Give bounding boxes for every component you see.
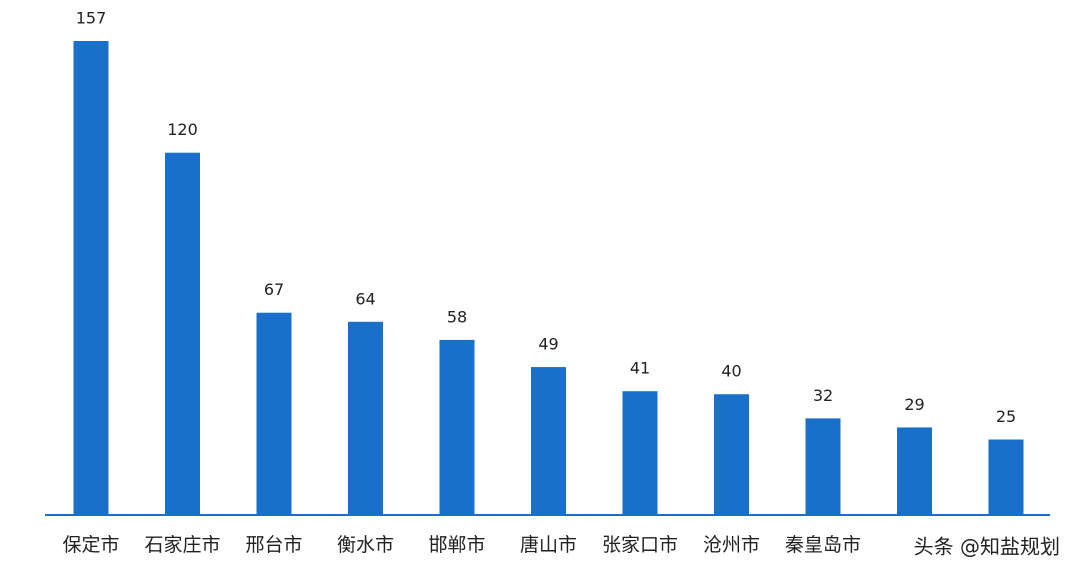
value-label: 41 xyxy=(630,359,650,378)
value-label: 67 xyxy=(264,280,284,299)
bar xyxy=(714,394,749,515)
x-tick-label: 张家口市 xyxy=(602,534,678,556)
bar xyxy=(165,152,200,515)
bar xyxy=(73,41,109,515)
value-label: 120 xyxy=(167,120,198,139)
x-tick-label: 秦皇岛市 xyxy=(785,534,861,556)
bar xyxy=(897,427,932,515)
watermark: 头条 @知盐规划 xyxy=(914,535,1060,559)
x-tick-label: 保定市 xyxy=(62,534,119,556)
x-tick-label: 唐山市 xyxy=(520,534,577,556)
x-tick-label: 邢台市 xyxy=(245,534,302,556)
bar xyxy=(256,312,292,515)
value-label: 32 xyxy=(813,386,833,405)
x-tick-label: 沧州市 xyxy=(703,534,760,556)
value-label: 58 xyxy=(447,307,467,326)
bar xyxy=(988,439,1024,515)
value-label: 29 xyxy=(904,395,924,414)
bar xyxy=(805,418,841,515)
value-label: 40 xyxy=(721,362,741,381)
bar xyxy=(622,391,658,515)
bar xyxy=(348,321,383,515)
bar xyxy=(531,367,566,515)
value-label: 64 xyxy=(355,289,375,308)
value-label: 49 xyxy=(538,335,558,354)
bar xyxy=(439,339,475,515)
x-tick-label: 衡水市 xyxy=(337,534,394,556)
value-label: 25 xyxy=(996,407,1016,426)
x-tick-label: 石家庄市 xyxy=(144,534,220,556)
x-tick-label: 邯郸市 xyxy=(428,534,485,556)
value-label: 157 xyxy=(76,9,107,28)
